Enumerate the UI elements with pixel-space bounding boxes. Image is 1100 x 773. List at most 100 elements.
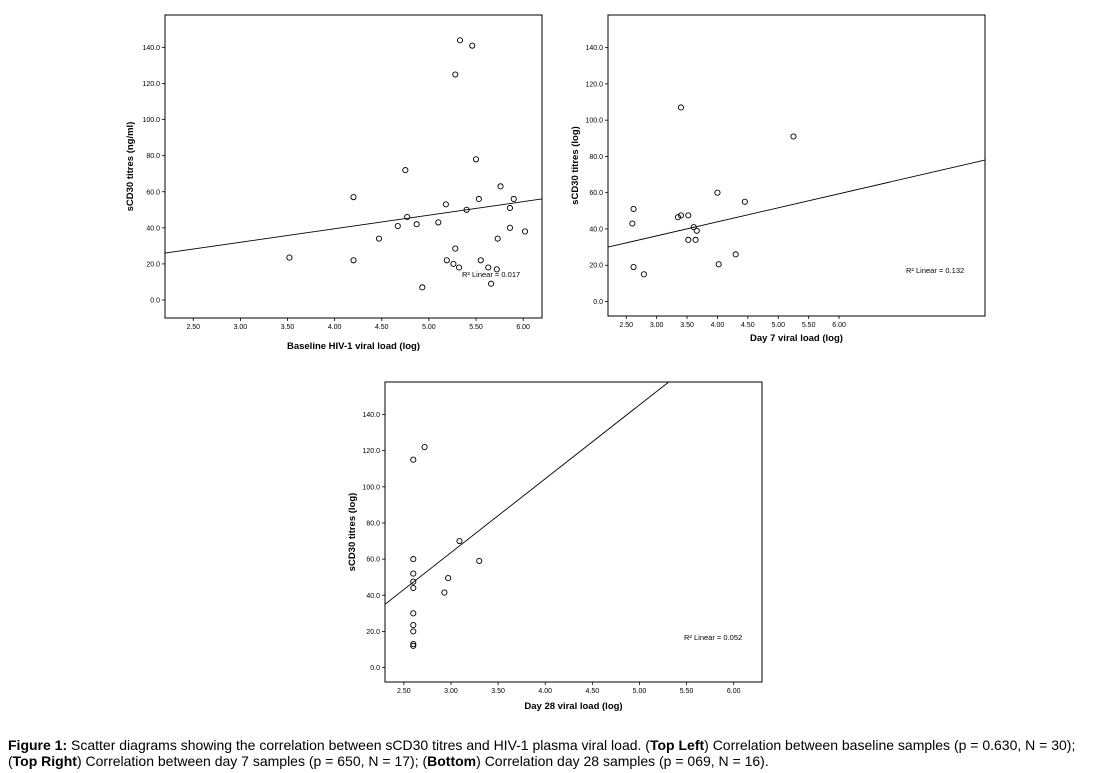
x-tick-label: 5.50 (680, 688, 694, 695)
data-point (630, 205, 637, 213)
data-point (677, 212, 685, 219)
data-point (463, 206, 470, 213)
x-tick-label: 5.50 (469, 324, 483, 331)
data-point (413, 221, 420, 228)
x-tick-label: 6.00 (516, 324, 530, 331)
data-point (630, 263, 637, 271)
data-point (741, 198, 748, 205)
data-point (450, 260, 457, 267)
x-tick-label: 2.50 (397, 688, 411, 695)
data-point (410, 570, 417, 577)
x-tick-label: 2.50 (186, 324, 200, 331)
data-point (488, 280, 495, 287)
x-tick-label: 6.00 (727, 688, 741, 695)
y-tick-label: 60.0 (589, 190, 603, 197)
data-point (445, 575, 452, 582)
data-point (690, 224, 697, 231)
data-point (456, 37, 464, 44)
caption-top-right: Top Right (12, 753, 77, 769)
data-point (693, 227, 700, 234)
y-tick-label: 60.0 (146, 189, 160, 196)
data-point (350, 257, 357, 264)
y-tick-label: 0.0 (593, 299, 603, 306)
y-tick-label: 0.0 (150, 297, 160, 304)
data-point (732, 251, 739, 258)
y-tick-label: 100.0 (585, 118, 603, 125)
data-point (419, 284, 426, 291)
x-tick-label: 2.50 (619, 322, 633, 329)
y-tick-label: 60.0 (366, 557, 380, 564)
data-point (715, 261, 722, 268)
data-point (410, 610, 417, 617)
x-tick-label: 4.00 (538, 688, 552, 695)
x-tick-label: 5.50 (802, 322, 816, 329)
data-point (472, 156, 480, 163)
data-point (402, 167, 409, 174)
caption-top-left: Top Left (649, 737, 705, 753)
scatter-chart-day28: 0.0 20.0 40.0 60.0 80.0 100.0 120.0 140.0 2.50 3.… (347, 381, 763, 712)
x-tick-label: 3.00 (234, 324, 248, 331)
data-point (506, 224, 514, 231)
data-point (506, 204, 514, 212)
x-tick-label: 4.00 (328, 324, 342, 331)
y-tick-label: 100.0 (142, 117, 160, 124)
data-point (442, 201, 449, 208)
data-point (477, 257, 484, 264)
x-tick-label: 5.00 (633, 688, 647, 695)
plot-frame (384, 381, 763, 683)
x-axis-title: Day 7 viral load (log) (750, 333, 843, 344)
data-point (375, 235, 382, 242)
figure-caption: Figure 1: Scatter diagrams showing the c… (8, 737, 1098, 769)
caption-bottom: Bottom (427, 753, 477, 769)
data-point (435, 219, 442, 226)
data-point (790, 133, 797, 140)
x-tick-label: 3.00 (650, 322, 664, 329)
y-tick-label: 120.0 (142, 81, 160, 88)
y-tick-label: 140.0 (585, 45, 603, 52)
caption-text-4: ) Correlation day 28 samples (p = 069, N… (476, 753, 769, 769)
data-point (685, 212, 692, 219)
data-point (475, 195, 482, 203)
data-point (692, 236, 699, 243)
x-tick-label: 4.00 (711, 322, 725, 329)
y-tick-label: 80.0 (146, 153, 160, 160)
r2-label: R² Linear = 0.017 (462, 270, 520, 279)
data-point (404, 213, 411, 221)
data-point (452, 245, 459, 252)
caption-figure-label: Figure 1: (8, 737, 68, 753)
y-tick-label: 40.0 (146, 225, 160, 232)
y-tick-label: 80.0 (366, 520, 380, 527)
x-tick-label: 5.00 (771, 322, 785, 329)
data-point (521, 228, 529, 235)
data-point (410, 642, 417, 649)
y-tick-label: 120.0 (362, 448, 380, 455)
plot-frame (607, 14, 986, 317)
y-tick-label: 20.0 (146, 261, 160, 268)
fit-line (608, 159, 985, 248)
data-point (410, 556, 417, 563)
x-tick-label: 3.00 (444, 688, 458, 695)
caption-text-1: Scatter diagrams showing the correlation… (67, 737, 650, 753)
x-tick-label: 4.50 (586, 688, 600, 695)
data-point (286, 254, 293, 261)
data-point (510, 195, 517, 203)
y-tick-label: 140.0 (142, 45, 160, 52)
x-tick-label: 3.50 (491, 688, 505, 695)
data-point (410, 628, 417, 635)
data-point (493, 266, 500, 273)
y-axis-title: sCD30 titres (log) (347, 493, 358, 572)
y-tick-label: 80.0 (589, 154, 603, 161)
y-axis-title: sCD30 titres (log) (570, 126, 581, 205)
y-tick-label: 120.0 (585, 81, 603, 88)
fit-line (165, 198, 542, 254)
data-point (441, 589, 448, 596)
data-point (485, 264, 492, 271)
scatter-chart-baseline: 0.0 20.0 40.0 60.0 80.0 100.0 120.0 140.0 2.50 3.… (125, 14, 543, 352)
scatter-chart-day7: 0.0 20.0 40.0 60.0 80.0 100.0 120.0 140.0 2.50 3.… (570, 14, 986, 344)
data-point (410, 584, 417, 592)
data-point (456, 264, 463, 271)
data-point (410, 456, 417, 463)
y-tick-label: 40.0 (589, 226, 603, 233)
x-tick-label: 5.00 (422, 324, 436, 331)
y-tick-label: 20.0 (366, 629, 380, 636)
